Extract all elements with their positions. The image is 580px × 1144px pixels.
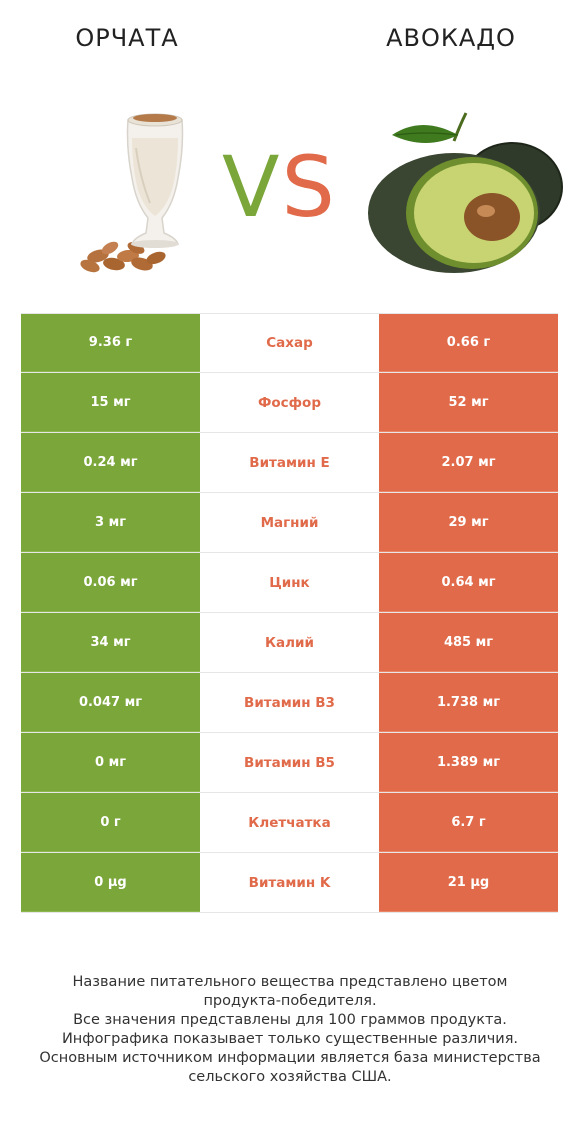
right-product-title: АВОКАДО: [386, 24, 516, 52]
right-value: 21 µg: [379, 853, 558, 912]
table-row: 0.047 мг Витамин B3 1.738 мг: [21, 673, 558, 733]
left-value: 0 µg: [21, 853, 200, 912]
left-value: 0 мг: [21, 733, 200, 792]
table-row: 0.06 мг Цинк 0.64 мг: [21, 553, 558, 613]
table-row: 9.36 г Сахар 0.66 г: [21, 313, 558, 373]
footer-line: Все значения представлены для 100 граммо…: [73, 1012, 507, 1028]
footer-note: Название питательного вещества представл…: [30, 973, 550, 1087]
left-value: 0.24 мг: [21, 433, 200, 492]
vs-letter-s: S: [281, 138, 337, 236]
avocado-icon: [368, 112, 563, 273]
table-row: 0.24 мг Витамин E 2.07 мг: [21, 433, 558, 493]
table-row: 3 мг Магний 29 мг: [21, 493, 558, 553]
right-value: 1.738 мг: [379, 673, 558, 732]
table-row: 34 мг Калий 485 мг: [21, 613, 558, 673]
right-value: 0.64 мг: [379, 553, 558, 612]
nutrient-name: Клетчатка: [200, 793, 379, 852]
footer-line: сельского хозяйства США.: [188, 1069, 392, 1085]
right-value: 2.07 мг: [379, 433, 558, 492]
table-row: 0 µg Витамин K 21 µg: [21, 853, 558, 913]
left-value: 0.047 мг: [21, 673, 200, 732]
nutrient-name: Витамин B3: [200, 673, 379, 732]
footer-line: Основным источником информации является …: [39, 1050, 541, 1066]
right-value: 1.389 мг: [379, 733, 558, 792]
left-product-title: ОРЧАТА: [75, 24, 179, 52]
table-row: 0 мг Витамин B5 1.389 мг: [21, 733, 558, 793]
versus-label: VS: [222, 138, 337, 236]
nutrient-name: Сахар: [200, 314, 379, 372]
table-row: 0 г Клетчатка 6.7 г: [21, 793, 558, 853]
left-value: 34 мг: [21, 613, 200, 672]
nutrient-name: Магний: [200, 493, 379, 552]
left-value: 9.36 г: [21, 314, 200, 372]
footer-line: продукта-победителя.: [203, 993, 377, 1009]
left-value: 0.06 мг: [21, 553, 200, 612]
right-value: 485 мг: [379, 613, 558, 672]
right-value: 52 мг: [379, 373, 558, 432]
left-value: 15 мг: [21, 373, 200, 432]
footer-line: Инфографика показывает только существенн…: [61, 1031, 519, 1047]
left-value: 0 г: [21, 793, 200, 852]
comparison-table: 9.36 г Сахар 0.66 г 15 мг Фосфор 52 мг 0.24 мг…: [21, 313, 558, 913]
nutrient-name: Витамин E: [200, 433, 379, 492]
footer-line: Название питательного вещества представл…: [72, 974, 508, 990]
right-value: 6.7 г: [379, 793, 558, 852]
horchata-glass-icon: [80, 113, 184, 273]
nutrient-name: Калий: [200, 613, 379, 672]
table-row: 15 мг Фосфор 52 мг: [21, 373, 558, 433]
nutrient-name: Витамин K: [200, 853, 379, 912]
right-value: 0.66 г: [379, 314, 558, 372]
nutrient-name: Витамин B5: [200, 733, 379, 792]
vs-letter-v: V: [222, 138, 282, 236]
nutrient-name: Фосфор: [200, 373, 379, 432]
right-value: 29 мг: [379, 493, 558, 552]
nutrient-name: Цинк: [200, 553, 379, 612]
left-value: 3 мг: [21, 493, 200, 552]
